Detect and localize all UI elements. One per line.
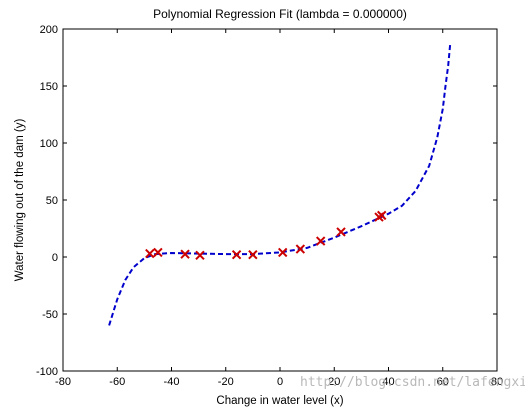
y-tick-label: 200 xyxy=(40,24,58,36)
data-point-marker xyxy=(153,247,163,258)
y-tick-label: 50 xyxy=(46,195,58,207)
y-tick-label: 0 xyxy=(52,252,58,264)
data-point-marker xyxy=(336,227,346,237)
data-point-marker xyxy=(195,250,205,260)
x-tick-label: 20 xyxy=(328,376,340,388)
x-tick-label: 60 xyxy=(437,376,449,388)
x-tick-label: -80 xyxy=(55,376,71,388)
axis-ticks: -80 -60 -40 -20 0 20 40 60 80 -100 -50 0 50 100 150 200 xyxy=(36,24,503,388)
data-point-marker xyxy=(278,247,288,258)
y-tick-label: -100 xyxy=(36,366,58,378)
watermark-text: http://blog.csdn.net/lafengxiaoyu xyxy=(300,375,525,390)
plot-area xyxy=(62,28,498,372)
fit-curve-line xyxy=(108,44,452,326)
x-tick-label: 0 xyxy=(277,376,283,388)
data-point-marker xyxy=(180,249,190,259)
data-point-marker xyxy=(295,244,306,254)
data-point-marker xyxy=(145,248,155,259)
x-axis-label: Change in water level (x) xyxy=(216,395,343,407)
x-tick-label: -40 xyxy=(164,376,180,388)
y-tick-label: -50 xyxy=(42,309,58,321)
y-tick-label: 100 xyxy=(40,138,58,150)
chart-title: Polynomial Regression Fit (lambda = 0.00… xyxy=(153,7,407,21)
data-point-marker xyxy=(231,250,242,260)
series-layer xyxy=(108,44,452,326)
data-point-marker xyxy=(315,236,326,246)
data-point-marker xyxy=(377,210,387,221)
y-tick-label: 150 xyxy=(40,81,58,93)
data-point-marker xyxy=(248,250,258,260)
x-tick-label: 40 xyxy=(382,376,394,388)
x-tick-label: 80 xyxy=(491,376,503,388)
y-axis-label: Water flowing out of the dam (y) xyxy=(14,119,26,282)
x-tick-label: -60 xyxy=(109,376,125,388)
x-tick-label: -20 xyxy=(218,376,234,388)
